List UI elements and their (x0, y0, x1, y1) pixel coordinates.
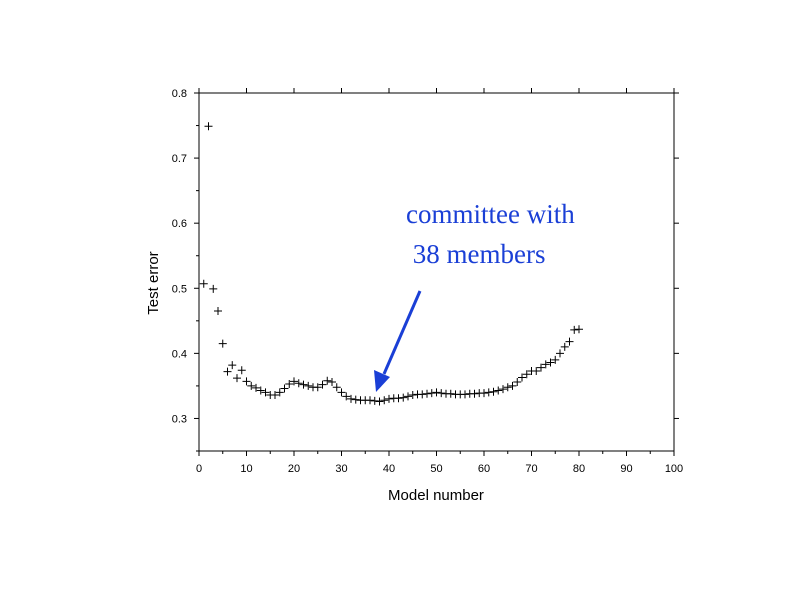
data-point (385, 394, 393, 403)
data-point (285, 379, 294, 388)
data-point (214, 307, 222, 316)
x-tick-label: 20 (288, 463, 300, 475)
data-point (404, 392, 412, 401)
y-tick-label: 0.5 (172, 283, 187, 295)
data-point (480, 389, 488, 398)
data-point (408, 391, 417, 400)
data-points (199, 122, 583, 406)
data-point (347, 394, 355, 403)
data-point (499, 385, 507, 394)
y-tick-label: 0.4 (172, 348, 187, 360)
x-tick-label: 80 (573, 463, 585, 475)
data-point (237, 366, 246, 375)
y-axis-label: Test error (145, 251, 162, 314)
y-tick-label: 0.3 (172, 413, 187, 425)
y-tick-label: 0.8 (172, 88, 187, 100)
data-point (294, 379, 303, 388)
data-point (299, 380, 308, 389)
data-point (427, 389, 436, 398)
data-point (342, 392, 351, 401)
data-point (290, 377, 298, 386)
data-point (541, 360, 550, 369)
data-point (484, 388, 493, 397)
data-point (489, 387, 498, 396)
data-point (275, 388, 284, 397)
x-tick-label: 40 (383, 463, 395, 475)
data-point (537, 363, 545, 372)
data-point (370, 396, 379, 405)
x-tick-label: 10 (240, 463, 252, 475)
x-tick-label: 90 (620, 463, 632, 475)
data-point (252, 383, 260, 392)
data-point (380, 396, 389, 405)
data-point (332, 383, 341, 392)
data-point (565, 337, 574, 346)
data-point (304, 381, 313, 390)
data-point (375, 397, 384, 406)
data-point (461, 390, 469, 399)
data-point (209, 284, 218, 293)
data-point (494, 386, 503, 395)
data-point (556, 349, 564, 358)
data-point (218, 339, 227, 348)
data-point (423, 389, 431, 398)
x-tick-label: 0 (196, 463, 202, 475)
data-point (532, 366, 541, 375)
data-point (432, 388, 441, 397)
annotation-line-2: 38 members (406, 239, 545, 269)
data-point (575, 325, 583, 334)
data-point (261, 388, 270, 397)
x-tick-label: 70 (525, 463, 537, 475)
data-point (399, 393, 408, 402)
data-point (560, 342, 569, 351)
data-point (437, 389, 446, 398)
x-tick-label: 100 (665, 463, 683, 475)
data-point (323, 376, 332, 385)
data-point (328, 378, 336, 387)
data-point (366, 396, 374, 405)
data-point (223, 367, 232, 376)
data-point (256, 386, 265, 395)
data-point (470, 389, 479, 398)
data-point (318, 380, 327, 389)
data-point (228, 361, 237, 370)
y-axis-ticks: 0.3 0.4 0.5 0.6 0.7 0.8 (172, 88, 679, 452)
data-point (233, 374, 241, 383)
data-point (551, 355, 560, 364)
data-point (271, 391, 279, 400)
data-point (522, 370, 531, 379)
data-point (503, 383, 512, 392)
data-point (313, 383, 322, 392)
x-tick-label: 50 (430, 463, 442, 475)
annotation-arrow-head (374, 370, 390, 392)
annotation-line-1: committee with (406, 199, 575, 229)
y-tick-label: 0.7 (172, 153, 187, 165)
annotation-arrow-shaft (382, 290, 422, 375)
data-point (351, 395, 360, 404)
data-point (518, 373, 526, 382)
data-point (508, 381, 517, 390)
data-point (546, 358, 555, 367)
data-point (199, 279, 208, 288)
x-axis-label: Model number (388, 487, 484, 504)
y-tick-label: 0.6 (172, 218, 187, 230)
data-point (247, 381, 256, 390)
x-axis-ticks: 0 10 20 30 40 50 60 70 80 90 100 (196, 88, 683, 475)
data-point (446, 389, 455, 398)
x-tick-label: 30 (335, 463, 347, 475)
data-point (280, 384, 289, 393)
data-point (204, 122, 213, 131)
data-point (513, 378, 522, 387)
data-point (242, 377, 251, 386)
annotation: committee with 38 members (374, 199, 575, 392)
data-point (394, 394, 403, 403)
data-point (570, 325, 579, 334)
data-point (337, 388, 346, 397)
x-tick-label: 60 (478, 463, 490, 475)
data-point (418, 390, 427, 399)
